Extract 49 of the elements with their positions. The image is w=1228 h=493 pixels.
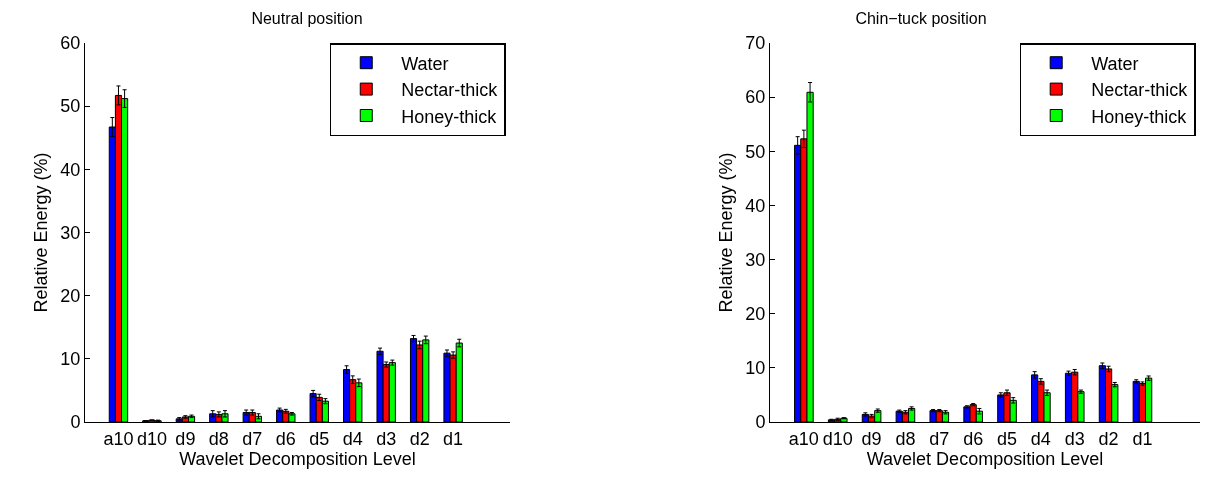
y-tick-label: 60 xyxy=(745,87,766,108)
x-tick-label: d4 xyxy=(342,428,363,449)
y-tick-label: 30 xyxy=(745,249,766,270)
x-tick-label: d6 xyxy=(963,428,984,449)
y-tick-label: 40 xyxy=(60,159,81,180)
legend-label: Honey-thick xyxy=(1091,106,1188,127)
x-tick-label: d8 xyxy=(895,428,916,449)
x-tick-label: d7 xyxy=(242,428,263,449)
x-tick-label: d5 xyxy=(309,428,330,449)
y-tick-label: 50 xyxy=(745,141,766,162)
x-tick-label: d2 xyxy=(409,428,430,449)
y-axis-title: Relative Energy (%) xyxy=(715,152,736,313)
legend-label: Water xyxy=(401,53,449,74)
x-tick-label: d7 xyxy=(929,428,950,449)
y-tick-label: 30 xyxy=(60,222,81,243)
y-tick-label: 20 xyxy=(745,304,766,325)
y-tick-label: 20 xyxy=(60,285,81,306)
x-tick-label: d5 xyxy=(996,428,1018,449)
y-tick-label: 50 xyxy=(60,96,81,117)
y-tick-label: 10 xyxy=(60,349,81,370)
x-axis-title: Wavelet Decomposition Level xyxy=(866,448,1104,469)
y-tick-label: 0 xyxy=(755,412,766,433)
x-tick-label: d10 xyxy=(822,428,853,449)
x-tick-label: d2 xyxy=(1098,428,1119,449)
x-axis-title: Wavelet Decomposition Level xyxy=(179,448,416,469)
legend-label: Nectar-thick xyxy=(401,80,499,101)
legend-label: Honey-thick xyxy=(401,106,498,127)
chart-title: Chin−tuck position xyxy=(855,9,987,27)
x-tick-label: d1 xyxy=(443,428,464,449)
x-tick-label: d9 xyxy=(175,428,196,449)
y-tick-label: 40 xyxy=(745,195,766,216)
x-tick-label: d4 xyxy=(1030,428,1051,449)
y-axis-title: Relative Energy (%) xyxy=(30,152,51,313)
x-tick-label: d8 xyxy=(208,428,229,449)
legend-label: Water xyxy=(1091,53,1139,74)
chart-title: Neutral position xyxy=(251,9,363,27)
x-tick-label: d10 xyxy=(136,428,167,449)
x-tick-label: d9 xyxy=(861,428,882,449)
legend-label: Nectar-thick xyxy=(1091,80,1189,101)
y-tick-label: 70 xyxy=(745,33,766,54)
x-tick-label: d3 xyxy=(1064,428,1085,449)
y-tick-label: 10 xyxy=(745,358,766,379)
x-tick-label: d6 xyxy=(275,428,296,449)
x-tick-label: a10 xyxy=(103,428,134,449)
x-tick-label: d3 xyxy=(376,428,397,449)
x-tick-label: a10 xyxy=(788,428,819,449)
y-tick-label: 0 xyxy=(70,412,81,433)
x-tick-label: d1 xyxy=(1132,428,1153,449)
y-tick-label: 60 xyxy=(60,33,81,54)
